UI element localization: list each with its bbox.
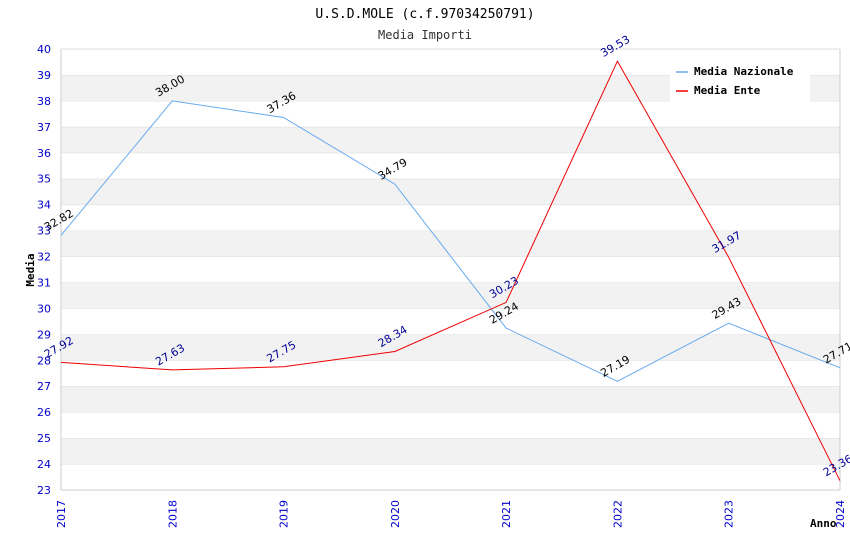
y-tick-label: 26	[37, 406, 51, 419]
grid-band	[61, 204, 840, 231]
x-tick-label: 2021	[500, 500, 513, 528]
legend: Media Nazionale Media Ente	[670, 60, 810, 102]
y-tick-label: 39	[37, 69, 51, 82]
grid-band	[61, 386, 840, 413]
legend-label-media-nazionale: Media Nazionale	[694, 65, 794, 78]
series-lines	[60, 60, 841, 481]
x-tick-label: 2024	[834, 500, 847, 528]
grid-band	[61, 282, 840, 309]
series-line-media-ente	[60, 60, 841, 481]
y-tick-label: 32	[37, 251, 51, 264]
grid-band	[61, 308, 840, 335]
y-tick-label: 31	[37, 276, 51, 289]
x-tick-label: 2023	[723, 500, 736, 528]
x-tick-labels: 2017 2018 2019 2020 2021 2022 2023 2024	[55, 500, 847, 528]
grid-band	[61, 412, 840, 439]
y-tick-label: 25	[37, 432, 51, 445]
x-tick-label: 2022	[611, 500, 624, 528]
grid-band	[61, 152, 840, 179]
series-line-media-nazionale	[60, 100, 841, 382]
y-tick-label: 27	[37, 380, 51, 393]
grid-band	[61, 230, 840, 257]
grid-band	[61, 334, 840, 361]
grid-band	[61, 126, 840, 153]
x-tick-label: 2017	[55, 500, 68, 528]
x-axis-label: Anno	[810, 517, 837, 530]
x-tick-label: 2018	[166, 500, 179, 528]
y-tick-label: 40	[37, 43, 51, 56]
y-axis-label: Media	[24, 253, 37, 286]
y-tick-label: 35	[37, 173, 51, 186]
y-tick-label: 28	[37, 354, 51, 367]
y-tick-label: 23	[37, 484, 51, 497]
grid-band	[61, 438, 840, 465]
legend-label-media-ente: Media Ente	[694, 84, 761, 97]
legend-box	[670, 60, 810, 102]
grid-band	[61, 464, 840, 490]
y-tick-label: 30	[37, 302, 51, 315]
y-tick-label: 38	[37, 95, 51, 108]
grid-band	[61, 360, 840, 387]
grid-band	[61, 256, 840, 283]
x-tick-label: 2020	[389, 500, 402, 528]
y-tick-label: 33	[37, 225, 51, 238]
y-tick-label: 37	[37, 121, 51, 134]
y-tick-label: 34	[37, 199, 51, 212]
x-tick-label: 2019	[278, 500, 291, 528]
grid-band	[61, 178, 840, 205]
grid-band	[61, 100, 840, 127]
y-tick-label: 36	[37, 147, 51, 160]
chart-title: U.S.D.MOLE (c.f.97034250791)	[315, 7, 534, 22]
y-tick-label: 29	[37, 328, 51, 341]
grid-bands	[60, 48, 841, 491]
y-tick-labels: 23 24 25 26 27 28 29 30 31 32 33 34 35 36 37 38 39 40	[37, 43, 51, 497]
y-tick-label: 24	[37, 458, 51, 471]
chart-subtitle: Media Importi	[378, 28, 472, 42]
